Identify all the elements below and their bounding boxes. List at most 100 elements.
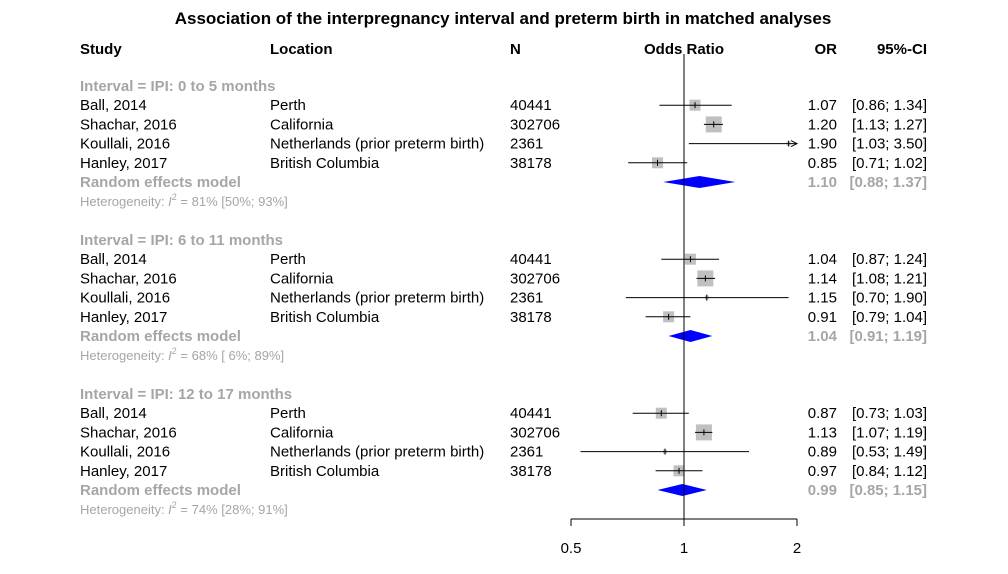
- study-ci-value: [0.87; 1.24]: [852, 251, 927, 268]
- header-ci: 95%-CI: [877, 41, 927, 58]
- header-location: Location: [270, 41, 333, 58]
- heterogeneity-value: = 81% [50%; 93%]: [177, 194, 288, 209]
- study-ci-value: [0.84; 1.12]: [852, 463, 927, 480]
- header-or: OR: [815, 41, 838, 58]
- study-name: Shachar, 2016: [80, 116, 177, 133]
- study-or-value: 0.97: [808, 463, 837, 480]
- heterogeneity-value: = 74% [28%; 91%]: [177, 502, 288, 517]
- summary-or-value: 0.99: [808, 482, 837, 499]
- study-name: Shachar, 2016: [80, 424, 177, 441]
- study-sample-size: 302706: [510, 270, 560, 287]
- study-ci-value: [1.07; 1.19]: [852, 424, 927, 441]
- study-sample-size: 40441: [510, 251, 552, 268]
- plot-layer: Interval = IPI: 0 to 5 months Ball, 2014 P…: [80, 54, 927, 557]
- study-sample-size: 2361: [510, 136, 543, 153]
- study-or-value: 0.85: [808, 155, 837, 172]
- study-or-value: 1.15: [808, 290, 837, 307]
- study-name: Hanley, 2017: [80, 463, 167, 480]
- summary-label: Random effects model: [80, 174, 241, 191]
- study-ci-value: [0.86; 1.34]: [852, 97, 927, 114]
- study-sample-size: 38178: [510, 309, 552, 326]
- study-location: Perth: [270, 251, 306, 268]
- heterogeneity-superscript: 2: [172, 346, 177, 356]
- heterogeneity-prefix: Heterogeneity:: [80, 502, 168, 517]
- summary-diamond: [668, 330, 713, 342]
- x-axis-tick-label: 2: [793, 540, 801, 557]
- study-sample-size: 302706: [510, 116, 560, 133]
- heterogeneity-i-symbol: I: [168, 348, 172, 363]
- study-location: British Columbia: [270, 309, 380, 326]
- study-name: Koullali, 2016: [80, 290, 170, 307]
- summary-or-value: 1.04: [808, 328, 838, 345]
- study-name: Koullali, 2016: [80, 444, 170, 461]
- summary-or-value: 1.10: [808, 174, 837, 191]
- summary-ci-value: [0.88; 1.37]: [849, 174, 927, 191]
- study-or-value: 0.89: [808, 444, 837, 461]
- summary-ci-value: [0.91; 1.19]: [849, 328, 927, 345]
- study-location: California: [270, 270, 334, 287]
- study-name: Ball, 2014: [80, 251, 147, 268]
- summary-ci-value: [0.85; 1.15]: [849, 482, 927, 499]
- summary-label: Random effects model: [80, 482, 241, 499]
- study-location: Netherlands (prior preterm birth): [270, 444, 484, 461]
- summary-diamond: [663, 176, 736, 188]
- study-location: California: [270, 116, 334, 133]
- study-or-value: 0.91: [808, 309, 837, 326]
- study-location: British Columbia: [270, 155, 380, 172]
- study-name: Hanley, 2017: [80, 155, 167, 172]
- study-or-value: 0.87: [808, 405, 837, 422]
- study-sample-size: 38178: [510, 463, 552, 480]
- heterogeneity-value: = 68% [ 6%; 89%]: [177, 348, 284, 363]
- subgroup-label: Interval = IPI: 12 to 17 months: [80, 386, 292, 403]
- study-location: Netherlands (prior preterm birth): [270, 290, 484, 307]
- heterogeneity-i-symbol: I: [168, 194, 172, 209]
- study-location: California: [270, 424, 334, 441]
- heterogeneity-text: Heterogeneity: I2 = 68% [ 6%; 89%]: [80, 346, 284, 363]
- study-sample-size: 302706: [510, 424, 560, 441]
- heterogeneity-superscript: 2: [172, 192, 177, 202]
- heterogeneity-i-symbol: I: [168, 502, 172, 517]
- study-or-value: 1.07: [808, 97, 837, 114]
- study-ci-value: [0.70; 1.90]: [852, 290, 927, 307]
- study-ci-value: [0.71; 1.02]: [852, 155, 927, 172]
- study-sample-size: 2361: [510, 444, 543, 461]
- study-or-value: 1.13: [808, 424, 837, 441]
- study-or-value: 1.20: [808, 116, 837, 133]
- study-location: British Columbia: [270, 463, 380, 480]
- study-sample-size: 38178: [510, 155, 552, 172]
- study-location: Perth: [270, 405, 306, 422]
- study-or-value: 1.14: [808, 270, 837, 287]
- study-ci-value: [1.08; 1.21]: [852, 270, 927, 287]
- summary-label: Random effects model: [80, 328, 241, 345]
- heterogeneity-prefix: Heterogeneity:: [80, 348, 168, 363]
- study-ci-value: [0.73; 1.03]: [852, 405, 927, 422]
- header-n: N: [510, 41, 521, 58]
- subgroup-label: Interval = IPI: 6 to 11 months: [80, 232, 283, 249]
- study-or-value: 1.90: [808, 136, 837, 153]
- study-name: Ball, 2014: [80, 97, 147, 114]
- study-sample-size: 2361: [510, 290, 543, 307]
- study-name: Hanley, 2017: [80, 309, 167, 326]
- study-name: Ball, 2014: [80, 405, 147, 422]
- x-axis-tick-label: 1: [680, 540, 688, 557]
- study-location: Netherlands (prior preterm birth): [270, 136, 484, 153]
- summary-diamond: [657, 484, 707, 496]
- study-sample-size: 40441: [510, 405, 552, 422]
- heterogeneity-text: Heterogeneity: I2 = 74% [28%; 91%]: [80, 500, 288, 517]
- header-odds-ratio: Odds Ratio: [644, 41, 724, 58]
- heterogeneity-text: Heterogeneity: I2 = 81% [50%; 93%]: [80, 192, 288, 209]
- chart-title: Association of the interpregnancy interv…: [175, 9, 832, 28]
- subgroup-label: Interval = IPI: 0 to 5 months: [80, 78, 275, 95]
- study-sample-size: 40441: [510, 97, 552, 114]
- study-ci-value: [1.03; 3.50]: [852, 136, 927, 153]
- study-location: Perth: [270, 97, 306, 114]
- study-ci-value: [0.79; 1.04]: [852, 309, 927, 326]
- study-ci-value: [0.53; 1.49]: [852, 444, 927, 461]
- study-name: Shachar, 2016: [80, 270, 177, 287]
- study-or-value: 1.04: [808, 251, 837, 268]
- study-ci-value: [1.13; 1.27]: [852, 116, 927, 133]
- study-name: Koullali, 2016: [80, 136, 170, 153]
- heterogeneity-superscript: 2: [172, 500, 177, 510]
- x-axis-tick-label: 0.5: [561, 540, 582, 557]
